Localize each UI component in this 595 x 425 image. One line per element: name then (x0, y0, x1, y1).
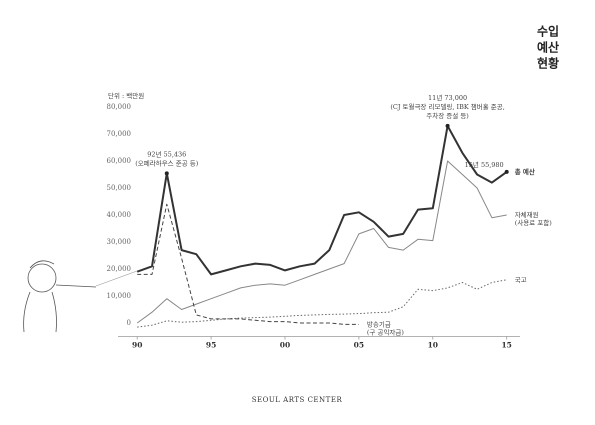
annotation: (CJ 토월극장 리모델링, IBK 챔버홀 준공, (390, 102, 505, 111)
title-line: 현황 (537, 56, 559, 71)
x-tick-label: 10 (428, 341, 438, 350)
annotation: 15년 55,980 (465, 160, 504, 169)
series-line (137, 203, 359, 325)
annotation-dot (164, 171, 169, 176)
y-tick-label: 0 (127, 319, 131, 327)
legend-label: 자체재원 (515, 210, 539, 219)
annotation: 92년 55,436 (147, 149, 186, 158)
legend-label: 국고 (515, 276, 527, 284)
y-tick-label: 30,000 (107, 238, 132, 246)
y-tick-label: 70,000 (107, 130, 132, 138)
y-tick-label: 10,000 (107, 292, 132, 300)
annotation: 주차장 증설 등) (426, 111, 469, 120)
series-line (137, 279, 507, 328)
annotation: (오페라하우스 준공 등) (135, 158, 198, 167)
y-tick-label: 50,000 (107, 184, 132, 192)
y-tick-label: 60,000 (107, 157, 132, 165)
series-line (136, 160, 507, 324)
legend-sublabel: (구 공익자금) (367, 327, 405, 336)
x-tick-label: 05 (354, 341, 364, 350)
unit-label: 단위 : 백만원 (108, 91, 144, 100)
annotation-dot (504, 169, 509, 174)
legend-label: 총 예산 (515, 167, 535, 176)
legend-label: 방송기금 (367, 319, 391, 328)
x-tick-label: 95 (206, 341, 216, 350)
legend-sublabel: (사용료 포함) (515, 218, 553, 227)
y-tick-label: 40,000 (107, 211, 132, 219)
y-tick-label: 20,000 (107, 265, 132, 273)
title-line: 예산 (537, 40, 559, 55)
x-tick-label: 90 (132, 341, 142, 350)
x-tick-label: 00 (280, 341, 290, 350)
series-line (136, 124, 508, 276)
title-line: 수입 (537, 25, 559, 39)
annotation-dot (445, 123, 450, 128)
footer: SEOUL ARTS CENTER (252, 396, 343, 404)
y-tick-label: 80,000 (107, 103, 132, 111)
annotation: 11년 73,000 (428, 93, 467, 102)
illustration (23, 260, 138, 333)
x-tick-label: 15 (501, 341, 511, 350)
